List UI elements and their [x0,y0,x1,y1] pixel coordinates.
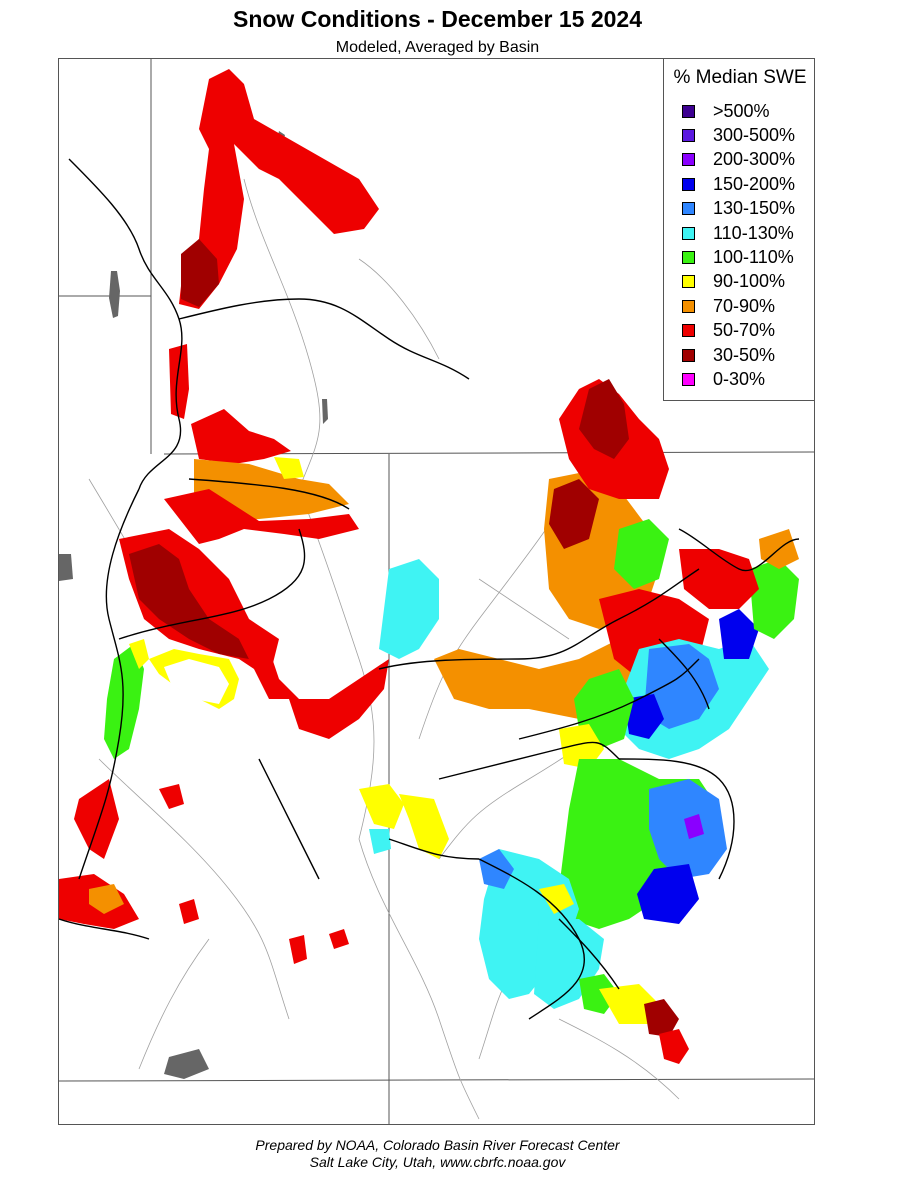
legend-item: 110-130% [682,221,795,245]
legend-label: >500% [713,100,770,121]
legend-swatch [682,202,695,216]
legend-item: 0-30% [682,367,795,391]
legend-swatch [682,275,695,289]
legend-label: 300-500% [713,125,796,146]
legend-item: 90-100% [682,270,795,294]
legend-label: 110-130% [713,222,794,243]
legend-label: 130-150% [713,198,796,219]
legend-swatch [682,153,695,167]
legend-label: 200-300% [713,149,796,170]
legend-swatch [682,104,695,118]
legend-item: 130-150% [682,197,795,221]
map-subtitle: Modeled, Averaged by Basin [335,39,540,56]
legend: % Median SWE >500% 300-500% 200-300% 150… [663,58,815,401]
legend-item: >500% [682,99,795,123]
legend-item: 100-110% [682,245,795,269]
basin-map-graphic [59,59,814,1124]
credit: Prepared by NOAA, Colorado Basin River F… [0,1137,875,1171]
legend-list: >500% 300-500% 200-300% 150-200% 130-150… [682,99,795,392]
legend-item: 150-200% [682,172,795,196]
legend-label: 0-30% [713,368,766,389]
legend-item: 30-50% [682,343,795,367]
legend-swatch [682,348,695,362]
legend-item: 50-70% [682,319,795,343]
legend-swatch [682,226,695,240]
legend-label: 90-100% [713,271,786,292]
legend-swatch [682,129,695,143]
legend-label: 70-90% [713,295,776,316]
legend-swatch [682,324,695,338]
legend-item: 70-90% [682,294,795,318]
legend-swatch [682,372,695,386]
legend-swatch [682,251,695,265]
credit-line-2: Salt Lake City, Utah, www.cbrfc.noaa.gov [309,1154,566,1170]
credit-line-1: Prepared by NOAA, Colorado Basin River F… [255,1137,620,1153]
legend-label: 100-110% [713,247,794,268]
lakes [59,131,328,1079]
legend-label: 50-70% [713,320,776,341]
legend-swatch [682,299,695,313]
legend-item: 200-300% [682,148,795,172]
legend-label: 150-200% [713,173,796,194]
legend-label: 30-50% [713,344,776,365]
legend-item: 300-500% [682,123,795,147]
snow-regions [59,69,799,1064]
map-title: Snow Conditions - December 15 2024 [232,6,642,32]
basin-boundaries [59,158,800,1020]
legend-swatch [682,177,695,191]
legend-title: % Median SWE [673,67,807,88]
